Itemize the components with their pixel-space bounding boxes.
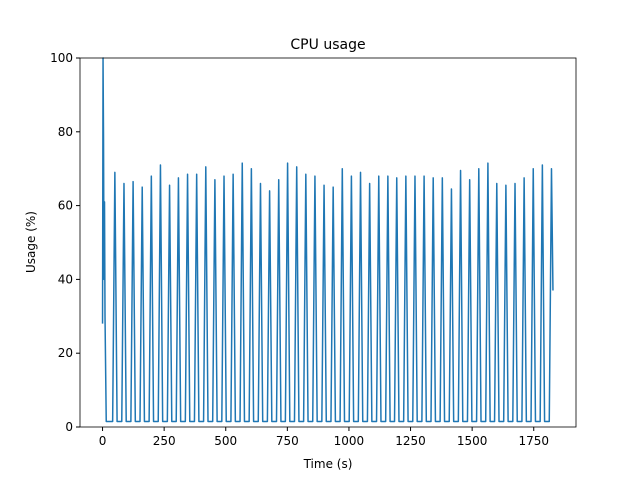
y-axis-label: Usage (%)	[24, 211, 38, 273]
chart-title: CPU usage	[290, 37, 365, 53]
y-tick-label: 40	[58, 272, 73, 286]
y-tick-label: 20	[58, 346, 73, 360]
x-tick-label: 1250	[395, 434, 426, 448]
x-tick-label: 1500	[457, 434, 488, 448]
x-tick-label: 750	[276, 434, 299, 448]
x-tick-label: 1750	[518, 434, 549, 448]
plot-frame	[79, 57, 577, 428]
y-tick-label: 100	[50, 51, 73, 65]
x-axis-label: Time (s)	[303, 457, 353, 471]
data-line	[101, 57, 554, 423]
x-tick-label: 1000	[334, 434, 365, 448]
x-tick-label: 250	[153, 434, 176, 448]
y-tick-label: 80	[58, 125, 73, 139]
y-tick-label: 60	[58, 199, 73, 213]
x-tick-label: 0	[99, 434, 107, 448]
x-tick-label: 500	[214, 434, 237, 448]
y-tick-label: 0	[65, 420, 73, 434]
